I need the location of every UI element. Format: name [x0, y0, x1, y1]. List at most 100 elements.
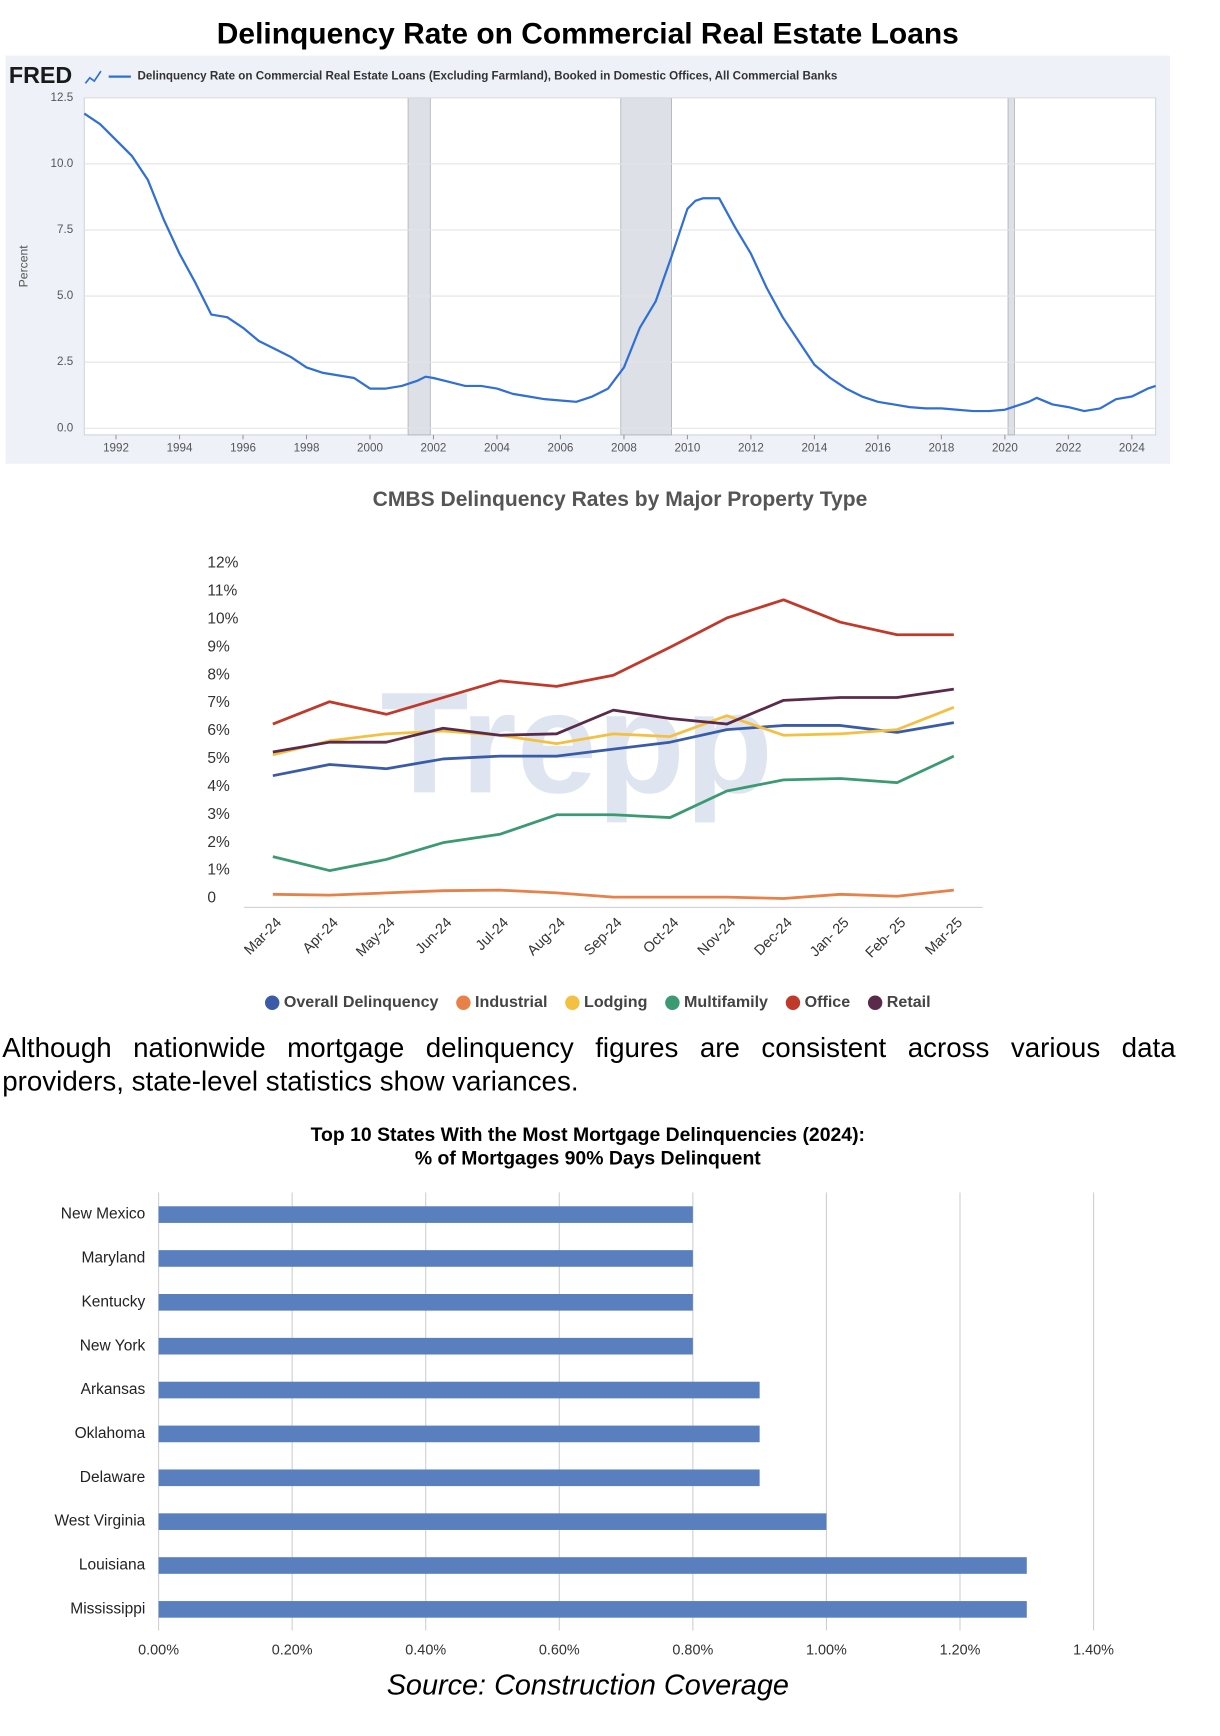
y-tick-label: New York	[80, 1337, 146, 1354]
x-tick-label: 0.60%	[539, 1642, 580, 1658]
x-tick-label: 0.20%	[272, 1642, 313, 1658]
y-tick-label: 4%	[207, 778, 230, 795]
paragraph: Although nationwide mortgage delinquency…	[2, 1032, 1176, 1098]
x-tick-label: 2004	[484, 441, 510, 454]
x-tick-label: 2008	[611, 441, 637, 454]
x-tick-label: Jun-24	[413, 915, 455, 957]
x-tick-label: Jan- 25	[807, 915, 852, 960]
x-tick-label: Aug-24	[525, 915, 569, 959]
y-tick-label: 2.5	[57, 355, 73, 368]
x-tick-label: 1992	[103, 441, 129, 454]
bar	[158, 1381, 760, 1399]
x-tick-label: 2016	[865, 441, 891, 454]
x-tick-label: Feb- 25	[863, 915, 909, 961]
series-line	[272, 706, 955, 757]
x-tick-label: 1.40%	[1073, 1642, 1114, 1658]
y-tick-label: Delaware	[80, 1469, 146, 1486]
x-tick-label: 1998	[294, 441, 320, 454]
fred-logo: FRED	[9, 62, 72, 88]
x-tick-label: Mar-24	[241, 915, 285, 959]
legend-label: Office	[805, 993, 851, 1011]
y-tick-label: 5%	[207, 750, 230, 767]
legend-swatch	[456, 995, 471, 1010]
y-tick-label: 0	[207, 890, 216, 907]
recession-band	[620, 97, 673, 436]
y-tick-label: 3%	[207, 806, 230, 823]
y-tick-label: Arkansas	[81, 1381, 146, 1398]
x-tick-label: Apr-24	[300, 915, 342, 957]
paragraph-box: Although nationwide mortgage delinquency…	[2, 1032, 1176, 1098]
legend-label: Lodging	[584, 993, 647, 1011]
chart-title: Top 10 States With the Most Mortgage Del…	[311, 1124, 865, 1146]
y-tick-label: 7%	[207, 694, 230, 711]
x-tick-label: May-24	[353, 915, 398, 960]
x-tick-label: 2000	[357, 441, 383, 454]
fred-plot-area	[83, 97, 1157, 436]
x-tick-label: 2020	[992, 441, 1018, 454]
fred-icon	[84, 70, 102, 84]
x-tick-label: 2010	[675, 441, 701, 454]
y-tick-label: 10%	[207, 610, 238, 627]
x-tick-label: 1996	[230, 441, 256, 454]
y-tick-label: Kentucky	[81, 1293, 145, 1310]
x-tick-label: Sep-24	[581, 915, 625, 959]
x-tick-label: 1.00%	[806, 1642, 847, 1658]
y-tick-label: 5.0	[57, 289, 74, 302]
chart-title: % of Mortgages 90% Days Delinquent	[415, 1147, 761, 1169]
y-tick-label: 0.0	[57, 421, 74, 434]
y-tick-label: Louisiana	[79, 1557, 146, 1574]
bar	[158, 1425, 760, 1443]
y-tick-label: 12.5	[51, 91, 74, 104]
legend-label: Multifamily	[684, 993, 768, 1011]
y-tick-label: 7.5	[57, 223, 73, 236]
x-tick-label: 2018	[928, 441, 954, 454]
chart-title: Delinquency Rate on Commercial Real Esta…	[217, 18, 959, 51]
x-tick-label: Nov-24	[695, 915, 739, 959]
y-tick-label: West Virginia	[54, 1513, 145, 1530]
bar	[158, 1250, 693, 1267]
y-tick-label: 9%	[207, 638, 230, 655]
legend-label: Retail	[887, 993, 931, 1011]
x-tick-label: Dec-24	[752, 915, 796, 959]
y-tick-label: 10.0	[51, 157, 74, 170]
series-line	[83, 112, 1157, 413]
legend-swatch	[665, 995, 680, 1010]
x-tick-label: 2014	[801, 441, 827, 454]
chart-title: CMBS Delinquency Rates by Major Property…	[373, 488, 868, 511]
y-tick-label: 6%	[207, 722, 230, 739]
x-tick-label: 1994	[167, 441, 193, 454]
bar	[158, 1557, 1027, 1574]
legend-swatch	[785, 995, 801, 1010]
x-tick-label: 2022	[1055, 441, 1081, 454]
x-tick-label: Oct-24	[640, 915, 682, 957]
x-tick-label: 0.40%	[405, 1642, 446, 1658]
y-tick-label: Oklahoma	[75, 1425, 146, 1442]
bar	[158, 1469, 760, 1487]
x-tick-label: 2006	[548, 441, 574, 454]
recession-band	[407, 97, 431, 436]
recession-band	[1007, 97, 1015, 436]
y-tick-label: 1%	[207, 862, 230, 879]
x-tick-label: Mar-25	[922, 915, 966, 959]
y-tick-label: 2%	[207, 834, 230, 851]
bar	[158, 1337, 693, 1355]
legend-label: Overall Delinquency	[284, 993, 439, 1011]
y-axis-label: Percent	[17, 245, 31, 288]
source-note: Source: Construction Coverage	[387, 1670, 789, 1702]
x-tick-label: Jul-24	[473, 915, 512, 954]
y-tick-label: New Mexico	[61, 1206, 146, 1223]
y-tick-label: 12%	[207, 555, 238, 572]
legend-label: Industrial	[475, 993, 547, 1011]
x-tick-label: 0.80%	[672, 1642, 713, 1658]
legend-swatch	[265, 995, 280, 1010]
series-line	[272, 888, 954, 900]
x-tick-label: 0.00%	[138, 1642, 179, 1658]
x-tick-label: 1.20%	[940, 1642, 981, 1658]
bar	[158, 1294, 693, 1311]
x-tick-label: 2024	[1119, 441, 1145, 454]
series-line	[272, 687, 955, 754]
x-tick-label: 2002	[421, 441, 447, 454]
series-line	[272, 754, 955, 872]
